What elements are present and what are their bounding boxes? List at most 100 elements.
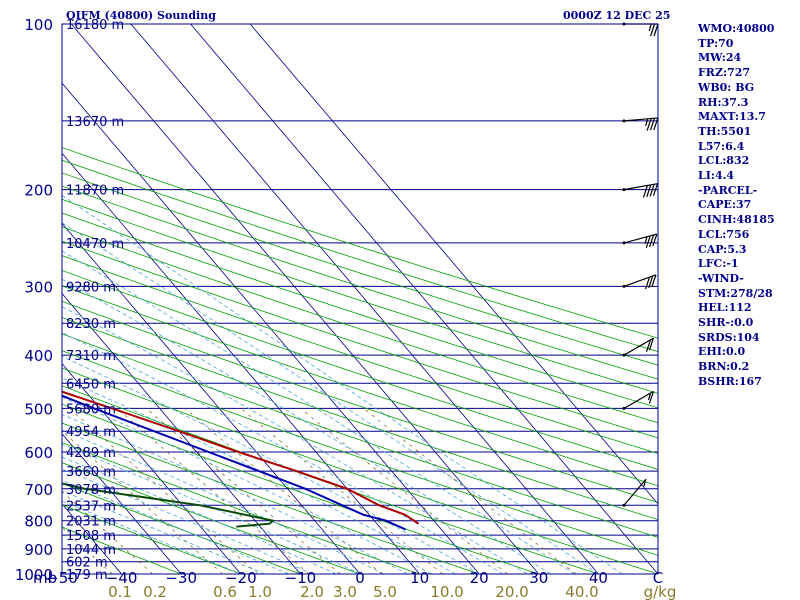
dry-adiabat-line bbox=[62, 333, 658, 538]
wind-barb-base bbox=[622, 406, 626, 410]
wind-barb-flag bbox=[648, 391, 655, 404]
wind-barb-half-flag bbox=[647, 392, 652, 401]
index-line: SHR-:0.0 bbox=[698, 316, 754, 330]
plot-area bbox=[62, 24, 658, 574]
wind-barb-base bbox=[622, 241, 626, 245]
dry-adiabat-line bbox=[62, 172, 658, 366]
dry-adiabat-line bbox=[62, 285, 658, 487]
index-line: CINH:48185 bbox=[698, 213, 775, 227]
pressure-tick-label: 400 bbox=[24, 347, 53, 365]
temperature-tick-label: 30 bbox=[529, 569, 548, 587]
dry-adiabat-line bbox=[62, 526, 182, 574]
moist-adiabat-line bbox=[62, 278, 551, 574]
wind-barb-base bbox=[622, 188, 626, 192]
height-label: 2537 m bbox=[66, 499, 116, 514]
temperature-profile-line bbox=[62, 390, 420, 525]
index-line: TP:70 bbox=[698, 36, 734, 50]
height-label: 10470 m bbox=[66, 237, 124, 252]
wind-barb-half-flag bbox=[648, 23, 652, 32]
mixing-ratio-label: 5.0 bbox=[373, 583, 397, 600]
mixing-ratio-label: 1.0 bbox=[248, 583, 272, 600]
isotherm-line bbox=[130, 24, 599, 574]
moist-adiabat-line bbox=[62, 306, 528, 574]
wind-barb bbox=[622, 117, 659, 131]
height-label: 13670 m bbox=[66, 115, 124, 130]
isotherm-line bbox=[70, 24, 540, 574]
index-line: LFC:-1 bbox=[698, 257, 739, 271]
mixing-ratio-line bbox=[300, 408, 508, 574]
mixing-ratio-line bbox=[240, 408, 443, 574]
moist-adiabat-line bbox=[62, 355, 480, 574]
mixing-ratio-label: 0.1 bbox=[108, 583, 132, 600]
height-label: 179 m bbox=[66, 568, 108, 583]
wind-barb-staff bbox=[623, 274, 657, 287]
moist-adiabat-line bbox=[62, 468, 313, 574]
height-label: 11870 m bbox=[66, 184, 124, 199]
index-line: MW:24 bbox=[698, 51, 742, 65]
wind-barb bbox=[622, 478, 647, 507]
wind-barb-flag bbox=[646, 184, 652, 198]
wind-barb-flag bbox=[653, 23, 659, 37]
mixing-ratio-line bbox=[146, 408, 341, 574]
wind-barb bbox=[622, 390, 655, 410]
mixing-ratio-line bbox=[363, 408, 577, 574]
moist-adiabat-line bbox=[62, 194, 623, 574]
index-line: LCL:832 bbox=[698, 154, 750, 168]
dry-adiabat-line bbox=[62, 240, 658, 439]
pressure-tick-label: 500 bbox=[24, 400, 53, 418]
dry-adiabat-line bbox=[62, 185, 658, 380]
moist-adiabat-line bbox=[62, 250, 575, 574]
dry-adiabat-line bbox=[62, 198, 658, 394]
temperature-tick-label: 0 bbox=[355, 569, 365, 587]
index-line: BRN:0.2 bbox=[698, 360, 750, 374]
wind-barb-staff bbox=[623, 233, 657, 244]
dry-adiabat-line bbox=[62, 385, 599, 574]
wind-barb-flag bbox=[646, 118, 652, 131]
dry-adiabat-line bbox=[62, 442, 420, 574]
dry-adiabat-line bbox=[62, 226, 658, 424]
wind-barb bbox=[622, 337, 655, 357]
wind-barb-staff bbox=[623, 478, 647, 506]
mixing-ratio-line bbox=[184, 408, 383, 574]
height-label: 6450 m bbox=[66, 377, 116, 392]
dry-adiabat-line bbox=[62, 255, 658, 454]
height-label: 5680 m bbox=[66, 402, 116, 417]
wind-barb-flag bbox=[649, 118, 656, 131]
pressure-tick-label: 200 bbox=[24, 182, 53, 200]
mixing-ratio-label: 0.6 bbox=[213, 583, 237, 600]
wind-barb-half-flag bbox=[644, 236, 648, 244]
index-line: CAP:5.3 bbox=[698, 242, 747, 256]
wind-barb-staff bbox=[623, 337, 654, 356]
index-line: -PARCEL- bbox=[698, 183, 758, 197]
height-label: 9280 m bbox=[66, 280, 116, 295]
dry-adiabat-line bbox=[62, 147, 658, 339]
isotherm-line bbox=[190, 24, 658, 574]
height-label: 1044 m bbox=[66, 543, 116, 558]
dry-adiabat-line bbox=[62, 504, 241, 574]
wind-barb-staff bbox=[623, 183, 658, 191]
mixing-ratio-line bbox=[69, 408, 259, 574]
index-line: LCL:756 bbox=[698, 227, 750, 241]
index-line: MAXT:13.7 bbox=[698, 110, 766, 124]
wind-barb-flag bbox=[652, 183, 659, 196]
mixing-ratio-label: 2.0 bbox=[300, 583, 324, 600]
height-label: 1508 m bbox=[66, 529, 116, 544]
temperature-tick-label: 10 bbox=[410, 569, 429, 587]
wind-barb-half-flag bbox=[643, 479, 647, 487]
wind-barb-flag bbox=[649, 184, 655, 197]
dry-adiabat-line bbox=[62, 159, 658, 352]
index-line: SRDS:104 bbox=[698, 330, 760, 344]
dry-adiabat-line bbox=[62, 422, 480, 574]
mixing-ratio-label: 20.0 bbox=[495, 583, 528, 600]
height-label: 8230 m bbox=[66, 317, 116, 332]
wind-barb-flag bbox=[648, 337, 655, 351]
height-label: 16180 m bbox=[66, 18, 124, 33]
wind-barb bbox=[622, 274, 657, 290]
moist-adiabat-line bbox=[62, 443, 361, 574]
isotherm-line bbox=[62, 82, 480, 574]
index-line: CAPE:37 bbox=[698, 198, 752, 212]
pressure-tick-label: 600 bbox=[24, 444, 53, 462]
chart-timestamp: 0000Z 12 DEC 25 bbox=[563, 9, 671, 22]
pressure-tick-label: 100 bbox=[24, 16, 53, 34]
